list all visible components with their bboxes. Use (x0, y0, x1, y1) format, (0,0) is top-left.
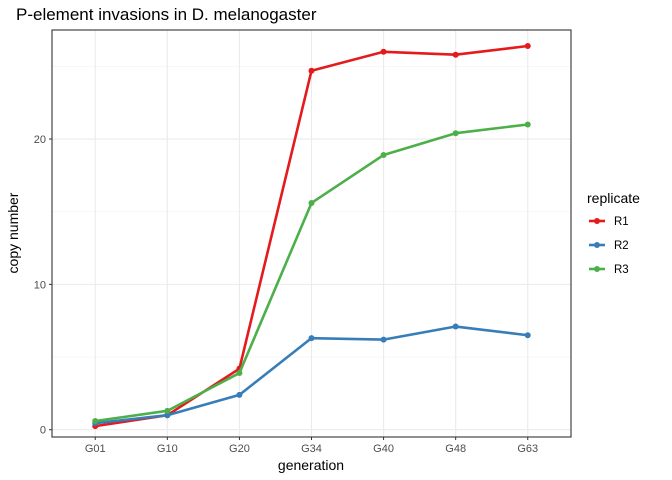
x-tick-label: G40 (373, 443, 394, 455)
data-point-R2 (308, 335, 315, 342)
data-point-R2 (236, 391, 243, 398)
x-tick-label: G01 (85, 443, 106, 455)
x-axis-title: generation (278, 457, 344, 473)
data-point-R2 (164, 412, 171, 419)
legend-key-point (594, 218, 600, 224)
data-point-R3 (164, 407, 171, 414)
data-point-R2 (452, 323, 459, 330)
data-point-R1 (380, 48, 387, 55)
y-axis-title: copy number (5, 192, 21, 273)
legend-title: replicate (587, 190, 640, 206)
data-point-R3 (92, 418, 99, 425)
data-point-R1 (308, 67, 315, 74)
y-tick-label: 20 (34, 134, 46, 146)
data-point-R3 (236, 370, 243, 377)
data-point-R3 (308, 199, 315, 206)
legend-key-point (594, 242, 600, 248)
x-tick-label: G20 (229, 443, 250, 455)
y-tick-label: 0 (40, 425, 46, 437)
legend-label: R2 (614, 240, 629, 252)
x-tick-label: G63 (517, 443, 538, 455)
y-tick-label: 10 (34, 279, 46, 291)
data-point-R3 (380, 152, 387, 159)
data-point-R2 (380, 336, 387, 343)
plot-area: 0 10 20 G01 G10 G20 G34 G40 G48 G63 (34, 29, 572, 455)
panel-border (51, 29, 572, 438)
legend-label: R3 (614, 264, 629, 276)
data-point-R3 (524, 121, 531, 128)
legend-label: R1 (614, 216, 629, 228)
data-point-R1 (524, 42, 531, 49)
data-point-R2 (524, 332, 531, 339)
x-tick-label: G10 (157, 443, 178, 455)
chart-title: P-element invasions in D. melanogaster (16, 5, 317, 24)
x-tick-label: G34 (301, 443, 322, 455)
data-point-R3 (452, 130, 459, 137)
x-tick-label: G48 (445, 443, 466, 455)
legend-key-point (594, 266, 600, 272)
data-point-R1 (452, 51, 459, 58)
legend: replicate R1 R2 R3 (587, 190, 640, 276)
